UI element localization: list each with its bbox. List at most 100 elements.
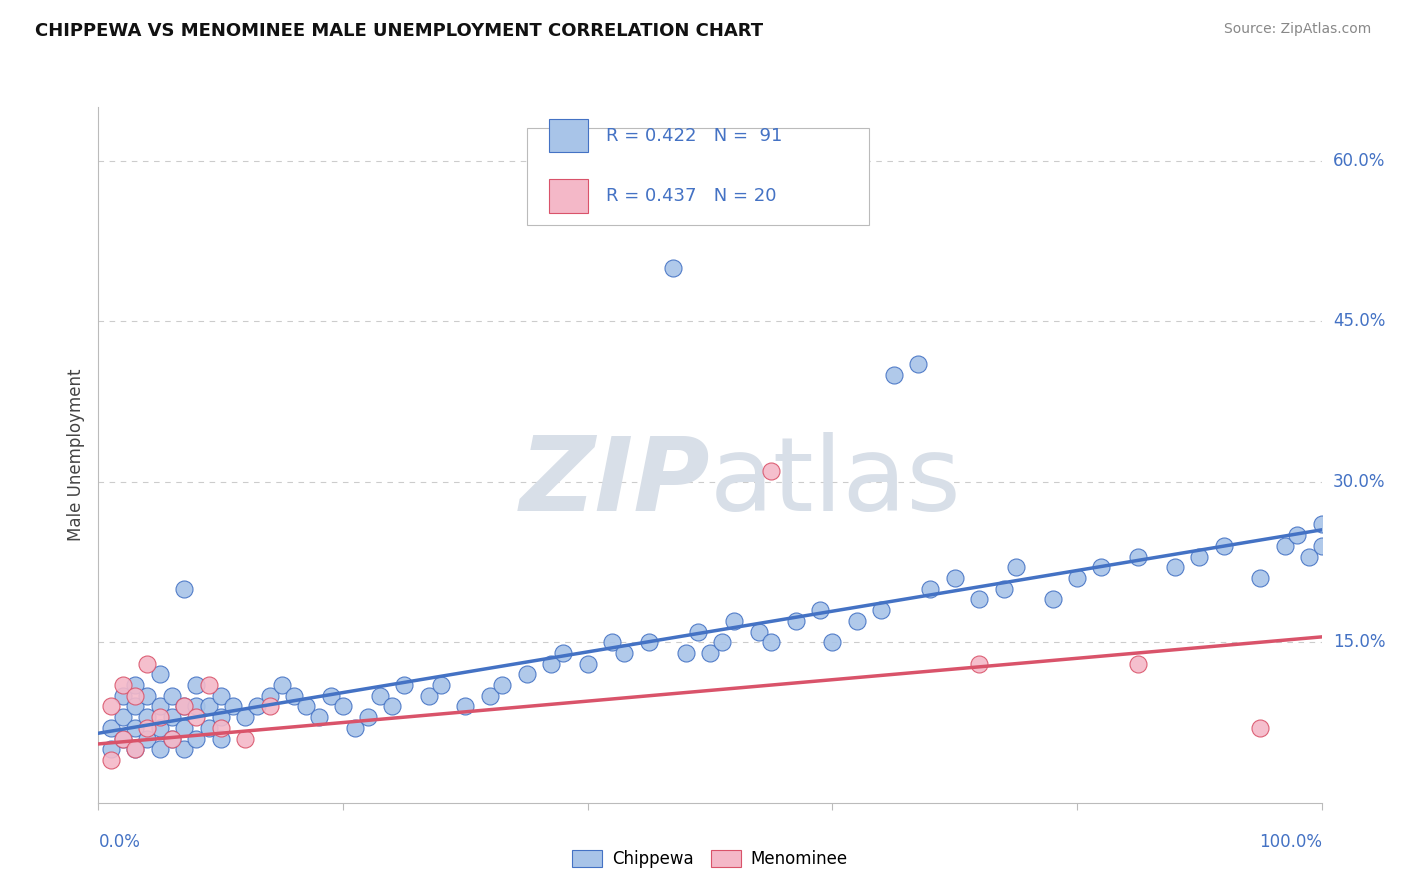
Point xyxy=(748,624,770,639)
FancyBboxPatch shape xyxy=(526,128,869,226)
Point xyxy=(1128,549,1150,564)
Text: Source: ZipAtlas.com: Source: ZipAtlas.com xyxy=(1223,22,1371,37)
Point xyxy=(920,582,942,596)
Point xyxy=(761,635,783,649)
Point xyxy=(454,699,477,714)
Point xyxy=(662,260,685,275)
Point xyxy=(943,571,966,585)
Point xyxy=(136,731,159,746)
Point xyxy=(100,753,122,767)
Point xyxy=(967,592,990,607)
Point xyxy=(1004,560,1026,574)
Point xyxy=(637,635,661,649)
Point xyxy=(1249,571,1271,585)
Point xyxy=(1310,517,1333,532)
Point xyxy=(491,678,513,692)
Point xyxy=(111,689,134,703)
Point xyxy=(124,678,146,692)
Point xyxy=(111,731,134,746)
Point xyxy=(283,689,305,703)
Point xyxy=(100,742,122,756)
Point xyxy=(392,678,416,692)
Point xyxy=(209,721,232,735)
Point xyxy=(1188,549,1211,564)
Point xyxy=(149,721,172,735)
Point xyxy=(136,710,159,724)
Point xyxy=(124,721,146,735)
Legend: Chippewa, Menominee: Chippewa, Menominee xyxy=(565,843,855,874)
Point xyxy=(295,699,318,714)
Point xyxy=(761,464,783,478)
Point xyxy=(319,689,342,703)
Point xyxy=(870,603,893,617)
Point xyxy=(149,710,172,724)
Point xyxy=(124,742,146,756)
Point xyxy=(209,731,232,746)
Point xyxy=(136,689,159,703)
Point xyxy=(845,614,868,628)
Point xyxy=(1090,560,1112,574)
Point xyxy=(576,657,599,671)
Point xyxy=(209,689,232,703)
Text: 60.0%: 60.0% xyxy=(1333,152,1385,169)
Point xyxy=(111,678,134,692)
Point xyxy=(808,603,831,617)
Point xyxy=(197,699,219,714)
Point xyxy=(553,646,575,660)
Point xyxy=(418,689,440,703)
Point xyxy=(430,678,453,692)
Point xyxy=(1164,560,1187,574)
Point xyxy=(186,678,208,692)
Point xyxy=(160,710,183,724)
Point xyxy=(186,699,208,714)
Point xyxy=(1298,549,1320,564)
Point xyxy=(883,368,905,382)
Point xyxy=(1249,721,1271,735)
Text: 45.0%: 45.0% xyxy=(1333,312,1385,330)
Point xyxy=(613,646,636,660)
Text: 30.0%: 30.0% xyxy=(1333,473,1385,491)
Text: 100.0%: 100.0% xyxy=(1258,833,1322,851)
Text: 15.0%: 15.0% xyxy=(1333,633,1385,651)
Point xyxy=(699,646,721,660)
Text: CHIPPEWA VS MENOMINEE MALE UNEMPLOYMENT CORRELATION CHART: CHIPPEWA VS MENOMINEE MALE UNEMPLOYMENT … xyxy=(35,22,763,40)
Text: 0.0%: 0.0% xyxy=(98,833,141,851)
Point xyxy=(233,731,256,746)
Point xyxy=(160,689,183,703)
Point xyxy=(246,699,269,714)
Point xyxy=(821,635,844,649)
Point xyxy=(1212,539,1234,553)
Point xyxy=(967,657,990,671)
Point xyxy=(149,667,172,681)
Point xyxy=(197,721,219,735)
Point xyxy=(381,699,404,714)
Point xyxy=(478,689,501,703)
Text: R = 0.437   N = 20: R = 0.437 N = 20 xyxy=(606,187,776,205)
Point xyxy=(136,721,159,735)
Point xyxy=(111,710,134,724)
Point xyxy=(675,646,697,660)
Point xyxy=(124,699,146,714)
Point xyxy=(186,710,208,724)
Point xyxy=(907,357,929,371)
Point xyxy=(1066,571,1088,585)
Point xyxy=(197,678,219,692)
Point xyxy=(173,721,195,735)
Text: ZIP: ZIP xyxy=(519,433,710,533)
Point xyxy=(686,624,709,639)
FancyBboxPatch shape xyxy=(548,179,588,213)
Point xyxy=(259,689,281,703)
Point xyxy=(600,635,623,649)
Point xyxy=(160,731,183,746)
Point xyxy=(186,731,208,746)
Point xyxy=(1274,539,1296,553)
Point xyxy=(136,657,159,671)
Point xyxy=(1310,539,1333,553)
Point xyxy=(209,710,232,724)
Point xyxy=(332,699,354,714)
Point xyxy=(1286,528,1309,542)
Point xyxy=(1128,657,1150,671)
Y-axis label: Male Unemployment: Male Unemployment xyxy=(67,368,86,541)
Point xyxy=(100,721,122,735)
Point xyxy=(222,699,245,714)
